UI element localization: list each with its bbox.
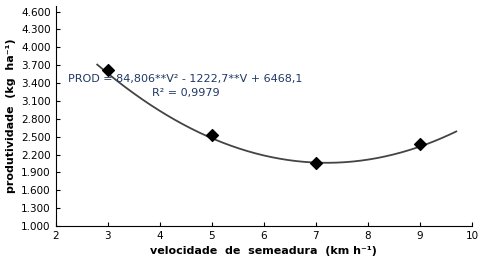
Point bbox=[312, 161, 319, 165]
Text: PROD = 84,806**V² - 1222,7**V + 6468,1
R² = 0,9979: PROD = 84,806**V² - 1222,7**V + 6468,1 R… bbox=[69, 74, 303, 99]
X-axis label: velocidade  de  semeadura  (km h⁻¹): velocidade de semeadura (km h⁻¹) bbox=[151, 247, 377, 256]
Y-axis label: produtividade  (kg  ha⁻¹): produtividade (kg ha⁻¹) bbox=[5, 39, 15, 193]
Point bbox=[416, 142, 424, 146]
Point bbox=[208, 133, 215, 137]
Point bbox=[104, 68, 111, 72]
